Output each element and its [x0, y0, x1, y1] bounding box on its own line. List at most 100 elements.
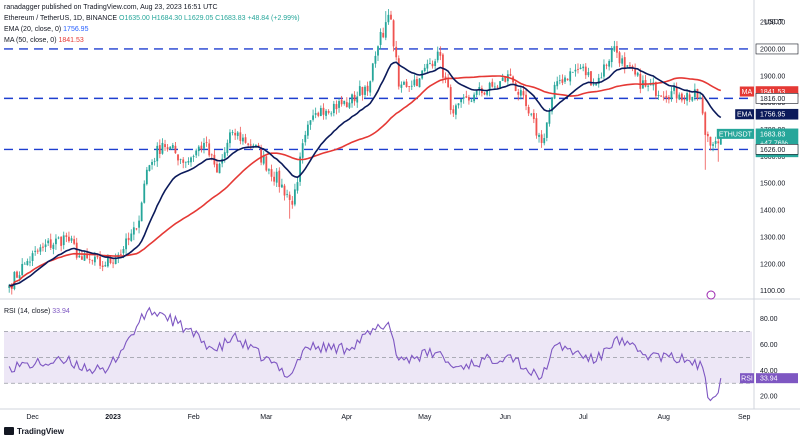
candle-body: [91, 260, 94, 262]
candle-body: [636, 72, 639, 76]
candle-body: [517, 91, 520, 95]
candle-body: [65, 235, 68, 237]
candle-body: [499, 81, 501, 88]
ma-legend: MA (50, close, 0) 1841.53: [4, 36, 84, 45]
price-tag-box: [739, 86, 754, 97]
candle-body: [127, 237, 130, 241]
candle-body: [156, 145, 159, 162]
candle-body: [553, 84, 556, 99]
price-label-text: 1683.83: [760, 131, 785, 138]
candle-body: [158, 145, 161, 154]
candle-body: [288, 194, 291, 200]
candle-body: [265, 156, 268, 171]
candle-body: [304, 134, 307, 143]
price-label-box: [755, 93, 799, 104]
candle-body: [447, 79, 450, 88]
candle-body: [649, 84, 652, 86]
price-tick-label: 1500.00: [760, 181, 785, 188]
symbol-title: Ethereum / TetherUS, 1D, BINANCE: [4, 15, 118, 22]
candles: [8, 9, 722, 295]
candle-body: [608, 60, 611, 67]
candle-body: [343, 100, 346, 104]
candle-body: [465, 96, 468, 98]
candle-body: [709, 136, 712, 146]
candle-body: [93, 256, 96, 263]
candle-body: [184, 161, 187, 163]
candle-body: [686, 93, 688, 101]
rsi-legend: RSI (14, close) 33.94: [4, 307, 70, 316]
price-label-subtext: +47.76%: [760, 140, 788, 147]
candle-body: [595, 83, 598, 86]
candle-body: [216, 163, 218, 173]
rsi-legend-label: RSI (14, close): [4, 308, 51, 315]
candle-body: [462, 97, 465, 99]
candle-body: [247, 143, 250, 145]
candle-body: [571, 71, 574, 73]
candle-body: [566, 78, 569, 81]
candle-body: [429, 63, 431, 64]
rsi-tag-text: RSI: [741, 376, 753, 383]
candle-body: [680, 93, 683, 101]
candle-body: [361, 86, 364, 95]
candle-body: [483, 92, 486, 95]
candle-body: [223, 152, 226, 158]
candle-body: [654, 82, 657, 96]
candle-body: [306, 124, 309, 136]
candle-body: [96, 255, 99, 258]
candle-body: [418, 78, 421, 88]
candle-body: [29, 261, 31, 263]
candle-body: [101, 265, 104, 267]
candle-body: [283, 185, 286, 196]
candle-body: [109, 257, 112, 263]
candle-body: [174, 145, 177, 154]
candle-body: [47, 240, 50, 244]
candle-body: [460, 99, 463, 103]
price-tag-text: EMA: [737, 112, 753, 119]
candle-body: [312, 115, 314, 120]
candle-body: [678, 94, 681, 100]
candle-body: [358, 86, 361, 96]
price-tick-label: 1600.00: [760, 154, 785, 161]
candle-body: [249, 144, 252, 146]
price-label-text: 1816.00: [760, 96, 785, 103]
candle-body: [143, 183, 146, 203]
candle-body: [140, 202, 143, 222]
candle-body: [86, 253, 89, 259]
candle-body: [670, 91, 673, 99]
candle-body: [543, 138, 546, 144]
candle-body: [8, 285, 11, 288]
candle-body: [81, 256, 83, 260]
candle-body: [171, 145, 174, 148]
candle-body: [574, 69, 577, 72]
candle-body: [621, 58, 624, 64]
price-tick-label: 1300.00: [760, 234, 785, 241]
candle-body: [691, 96, 694, 101]
candle-body: [13, 271, 16, 290]
candle-body: [210, 154, 213, 156]
candle-body: [366, 85, 369, 92]
candle-body: [704, 112, 707, 135]
candle-body: [332, 103, 335, 114]
candle-body: [23, 263, 26, 265]
candle-body: [442, 54, 444, 78]
ma-legend-value: 1841.53: [58, 37, 84, 44]
candle-body: [229, 132, 231, 144]
ema-legend: EMA (20, close, 0) 1756.95: [4, 25, 88, 34]
candle-body: [673, 86, 675, 91]
tradingview-logo[interactable]: TradingView: [4, 427, 64, 436]
ema20-line: [9, 61, 722, 287]
candle-body: [44, 244, 47, 248]
time-tick-label: Sep: [738, 414, 751, 421]
candle-body: [496, 86, 499, 88]
candle-body: [369, 81, 372, 93]
candle-body: [192, 156, 195, 157]
candle-body: [293, 189, 296, 205]
candle-body: [501, 77, 504, 81]
candle-body: [665, 95, 668, 98]
candle-body: [70, 238, 73, 241]
candle-body: [200, 145, 203, 150]
candle-body: [379, 31, 382, 45]
candle-body: [177, 154, 179, 161]
candle-body: [182, 159, 185, 163]
